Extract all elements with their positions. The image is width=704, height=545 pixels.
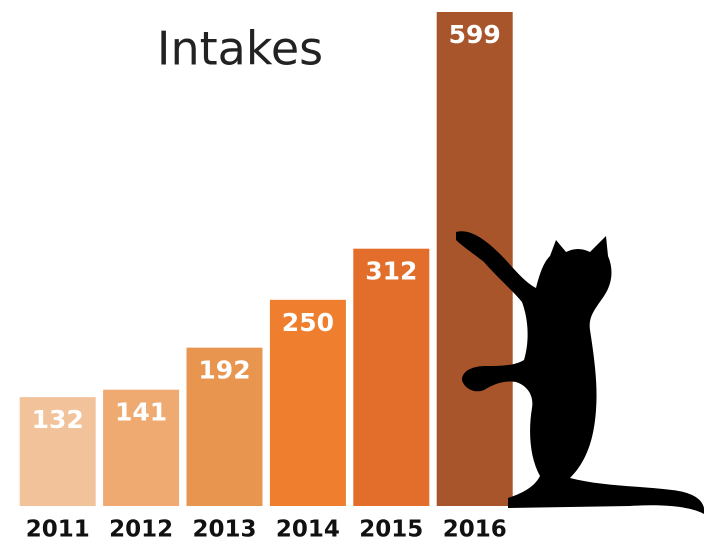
value-label: 312 xyxy=(365,257,417,286)
bars: 132 2011 141 2012 192 2013 250 2014 312 2015 599 20… xyxy=(19,12,513,543)
x-tick-label: 2015 xyxy=(359,517,423,543)
x-tick-label: 2014 xyxy=(276,517,340,543)
value-label: 141 xyxy=(115,398,167,427)
value-label: 599 xyxy=(449,20,501,49)
x-tick-label: 2013 xyxy=(192,517,256,543)
value-label: 132 xyxy=(32,405,84,434)
value-label: 192 xyxy=(198,356,250,385)
value-label: 250 xyxy=(282,308,334,337)
bar xyxy=(19,397,96,506)
bar xyxy=(353,248,430,506)
x-tick-label: 2016 xyxy=(443,517,507,543)
chart-title: Intakes xyxy=(157,22,323,76)
bar xyxy=(269,299,346,506)
x-tick-label: 2012 xyxy=(109,517,173,543)
cat-silhouette xyxy=(456,231,704,514)
bar xyxy=(103,389,180,506)
x-tick-label: 2011 xyxy=(26,517,90,543)
bar xyxy=(186,347,263,506)
